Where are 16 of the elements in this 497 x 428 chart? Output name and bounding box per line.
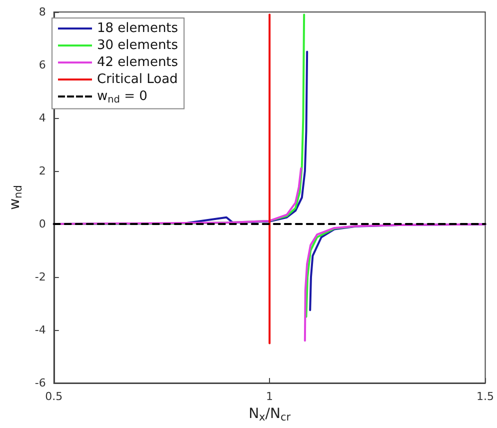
y-axis-title: wnd bbox=[7, 185, 24, 210]
y-tick-label: -6 bbox=[34, 376, 46, 390]
y-tick-label: -4 bbox=[34, 324, 46, 336]
legend-label: 18 elements bbox=[97, 21, 178, 36]
y-tick-label: 4 bbox=[38, 112, 46, 124]
legend-label: 30 elements bbox=[97, 38, 178, 53]
y-tick-label: -2 bbox=[34, 270, 46, 284]
x-tick-label: 1.5 bbox=[476, 390, 494, 403]
legend-label: 42 elements bbox=[97, 55, 178, 70]
x-tick-label: 0.5 bbox=[45, 390, 63, 403]
y-tick-label: 2 bbox=[38, 164, 46, 178]
x-tick-label: 1 bbox=[266, 390, 274, 403]
legend-label: Critical Load bbox=[97, 72, 178, 87]
y-tick-label: 8 bbox=[38, 6, 46, 18]
y-tick-label: 0 bbox=[38, 218, 46, 230]
y-tick-label: 6 bbox=[38, 58, 46, 72]
